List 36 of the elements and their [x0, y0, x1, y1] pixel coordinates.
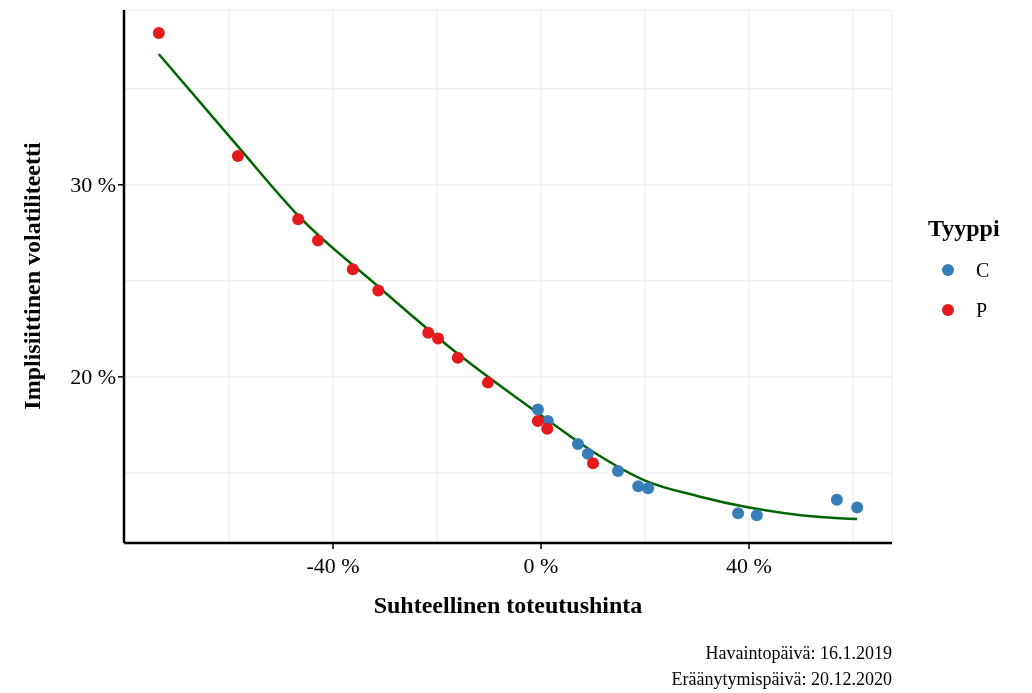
- point: [481, 376, 494, 389]
- y-tick-label: 20 %: [70, 363, 116, 389]
- y-axis-title: Implisiittinen volatiliteetti: [18, 142, 46, 410]
- point: [750, 509, 763, 522]
- point: [541, 422, 554, 435]
- point: [642, 482, 655, 495]
- point: [372, 284, 385, 297]
- point: [231, 149, 244, 162]
- point: [451, 351, 464, 364]
- x-tick-label: 40 %: [726, 553, 772, 578]
- point: [422, 326, 435, 339]
- y-tick-label: 30 %: [70, 171, 116, 197]
- point: [311, 234, 324, 247]
- legend-title: Tyyppi: [928, 215, 1000, 242]
- x-axis-title: Suhteellinen toteutushinta: [372, 592, 644, 619]
- point: [611, 464, 624, 477]
- point: [346, 263, 359, 276]
- legend-label: C: [976, 258, 990, 282]
- point: [587, 457, 600, 470]
- text: Havaintopäivä: 16.1.2019: [704, 642, 892, 665]
- x-tick-label: -40 %: [306, 553, 360, 578]
- x-tick-label: 0 %: [523, 553, 559, 578]
- point: [531, 415, 544, 428]
- point: [581, 447, 594, 460]
- point: [292, 213, 305, 226]
- point: [732, 507, 745, 520]
- legend-label: P: [976, 298, 988, 322]
- point: [830, 493, 843, 506]
- point: [632, 480, 645, 493]
- point: [851, 501, 864, 514]
- point: [531, 403, 544, 416]
- point: [432, 332, 445, 345]
- text: Eräänytymispäivä: 20.12.2020: [671, 668, 892, 691]
- point: [571, 438, 584, 451]
- point: [152, 27, 165, 40]
- line-series: [157, 52, 859, 521]
